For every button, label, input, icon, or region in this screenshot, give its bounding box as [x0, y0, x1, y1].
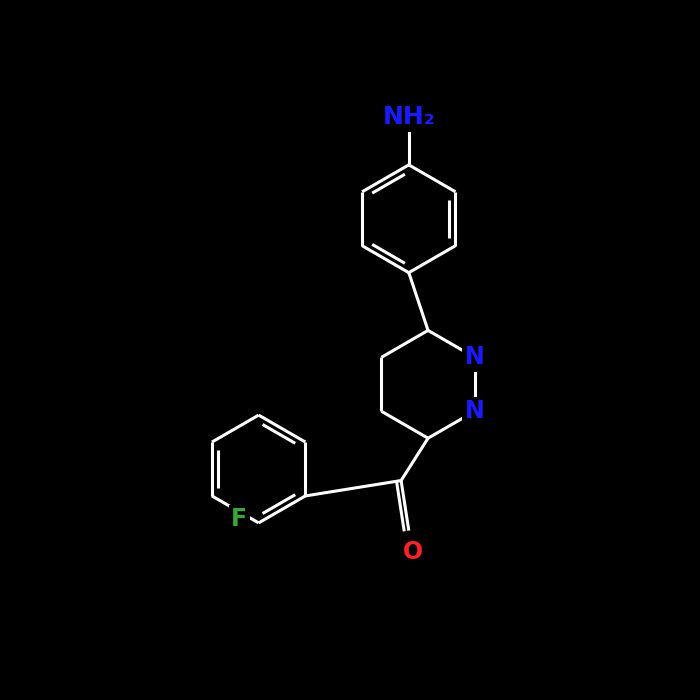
Text: N: N — [465, 345, 484, 370]
Text: N: N — [465, 399, 484, 423]
Text: O: O — [402, 540, 423, 564]
Text: NH₂: NH₂ — [382, 105, 435, 129]
Text: F: F — [231, 507, 248, 531]
